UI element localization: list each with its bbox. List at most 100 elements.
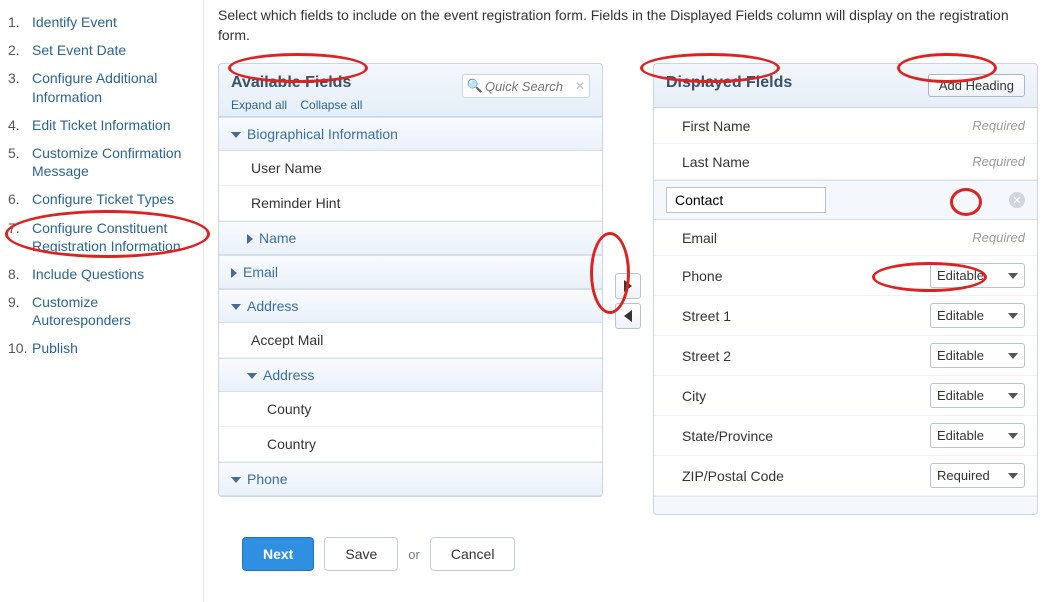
clear-search-icon[interactable]: ✕ xyxy=(575,79,585,93)
wizard-step[interactable]: 8.Include Questions xyxy=(6,260,193,288)
move-arrows xyxy=(615,273,641,329)
chevron-down-icon xyxy=(1008,353,1018,359)
next-button[interactable]: Next xyxy=(242,537,314,571)
displayed-field-row[interactable]: Last NameRequired xyxy=(654,144,1037,180)
select-value: Editable xyxy=(937,388,984,403)
wizard-step[interactable]: 2.Set Event Date xyxy=(6,36,193,64)
available-fields-title: Available Fields xyxy=(231,74,351,92)
wizard-step[interactable]: 3.Configure Additional Information xyxy=(6,64,193,110)
arrow-left-icon xyxy=(624,310,632,322)
wizard-sidebar: 1.Identify Event2.Set Event Date3.Config… xyxy=(0,0,204,602)
save-button[interactable]: Save xyxy=(324,537,398,571)
field-group-header[interactable]: Email xyxy=(219,255,602,289)
quick-search-input[interactable] xyxy=(485,79,575,94)
add-heading-button[interactable]: Add Heading xyxy=(928,74,1025,97)
wizard-step[interactable]: 4.Edit Ticket Information xyxy=(6,111,193,139)
field-name: Phone xyxy=(682,268,930,284)
step-label: Edit Ticket Information xyxy=(32,116,191,134)
chevron-down-icon xyxy=(247,373,257,379)
field-status-select[interactable]: Required xyxy=(930,463,1025,488)
field-name: Last Name xyxy=(682,154,972,170)
displayed-field-row[interactable]: Street 2Editable xyxy=(654,336,1037,376)
field-name: Street 1 xyxy=(682,308,930,324)
displayed-field-row[interactable]: EmailRequired xyxy=(654,220,1037,256)
field-group-header[interactable]: Address xyxy=(219,289,602,323)
displayed-field-row[interactable]: CityEditable xyxy=(654,376,1037,416)
select-value: Editable xyxy=(937,428,984,443)
displayed-field-row[interactable]: Street 1 Editable xyxy=(654,296,1037,336)
displayed-field-row[interactable]: ZIP/Postal Code Required xyxy=(654,456,1037,496)
available-fields-panel: Available Fields 🔍 ✕ Expand all Collapse… xyxy=(218,63,603,497)
cancel-button[interactable]: Cancel xyxy=(430,537,516,571)
action-buttons: Next Save or Cancel xyxy=(218,537,1038,571)
step-number: 9. xyxy=(8,293,32,329)
available-field[interactable]: County xyxy=(219,392,602,427)
wizard-step[interactable]: 5.Customize Confirmation Message xyxy=(6,139,193,185)
chevron-down-icon xyxy=(1008,473,1018,479)
field-name: ZIP/Postal Code xyxy=(682,468,930,484)
step-label: Identify Event xyxy=(32,13,191,31)
chevron-down-icon xyxy=(231,132,241,138)
step-label: Set Event Date xyxy=(32,41,191,59)
arrow-right-icon xyxy=(624,280,632,292)
displayed-field-row[interactable]: State/Province Editable xyxy=(654,416,1037,456)
section-heading-row: ✕ xyxy=(654,180,1037,220)
step-label: Customize Autoresponders xyxy=(32,293,191,329)
chevron-down-icon xyxy=(231,477,241,483)
chevron-right-icon xyxy=(247,234,253,244)
move-right-button[interactable] xyxy=(615,273,641,299)
move-left-button[interactable] xyxy=(615,303,641,329)
displayed-field-row[interactable]: Phone Editable xyxy=(654,256,1037,296)
displayed-fields-title: Displayed Fields xyxy=(666,74,792,92)
select-value: Required xyxy=(937,468,990,483)
field-status-select[interactable]: Editable xyxy=(930,303,1025,328)
field-group-header[interactable]: Address xyxy=(219,358,602,392)
field-name: State/Province xyxy=(682,428,930,444)
step-number: 2. xyxy=(8,41,32,59)
step-number: 6. xyxy=(8,190,32,208)
field-group-header[interactable]: Phone xyxy=(219,462,602,496)
field-status-select[interactable]: Editable xyxy=(930,383,1025,408)
delete-heading-icon[interactable]: ✕ xyxy=(1009,192,1025,208)
chevron-right-icon xyxy=(231,268,237,278)
wizard-step[interactable]: 9.Customize Autoresponders xyxy=(6,288,193,334)
field-status-select[interactable]: Editable xyxy=(930,263,1025,288)
select-value: Editable xyxy=(937,268,984,283)
available-field[interactable]: Reminder Hint xyxy=(219,186,602,221)
step-label: Include Questions xyxy=(32,265,191,283)
step-number: 5. xyxy=(8,144,32,180)
wizard-step[interactable]: 6.Configure Ticket Types xyxy=(6,185,193,213)
step-number: 1. xyxy=(8,13,32,31)
collapse-all-link[interactable]: Collapse all xyxy=(300,98,362,112)
wizard-step[interactable]: 7.Configure Constituent Registration Inf… xyxy=(6,214,193,260)
step-number: 10. xyxy=(8,339,32,357)
step-label: Publish xyxy=(32,339,191,357)
search-icon: 🔍 xyxy=(467,78,483,94)
available-field[interactable]: User Name xyxy=(219,151,602,186)
step-number: 7. xyxy=(8,219,32,255)
step-label: Configure Constituent Registration Infor… xyxy=(32,219,191,255)
step-number: 8. xyxy=(8,265,32,283)
available-field[interactable]: Country xyxy=(219,427,602,462)
required-label: Required xyxy=(972,118,1025,133)
field-status-select[interactable]: Editable xyxy=(930,423,1025,448)
chevron-down-icon xyxy=(1008,393,1018,399)
step-label: Configure Additional Information xyxy=(32,69,191,105)
required-label: Required xyxy=(972,230,1025,245)
select-value: Editable xyxy=(937,348,984,363)
field-group-header[interactable]: Biographical Information xyxy=(219,117,602,151)
displayed-field-row[interactable]: First NameRequired xyxy=(654,108,1037,144)
select-value: Editable xyxy=(937,308,984,323)
chevron-down-icon xyxy=(231,304,241,310)
step-number: 3. xyxy=(8,69,32,105)
heading-input[interactable] xyxy=(666,187,826,213)
field-name: First Name xyxy=(682,118,972,134)
wizard-step[interactable]: 10.Publish xyxy=(6,334,193,362)
quick-search[interactable]: 🔍 ✕ xyxy=(462,74,590,98)
field-status-select[interactable]: Editable xyxy=(930,343,1025,368)
available-field[interactable]: Accept Mail xyxy=(219,323,602,358)
wizard-step[interactable]: 1.Identify Event xyxy=(6,8,193,36)
field-group-header[interactable]: Name xyxy=(219,221,602,255)
field-name: Email xyxy=(682,230,972,246)
expand-all-link[interactable]: Expand all xyxy=(231,98,287,112)
